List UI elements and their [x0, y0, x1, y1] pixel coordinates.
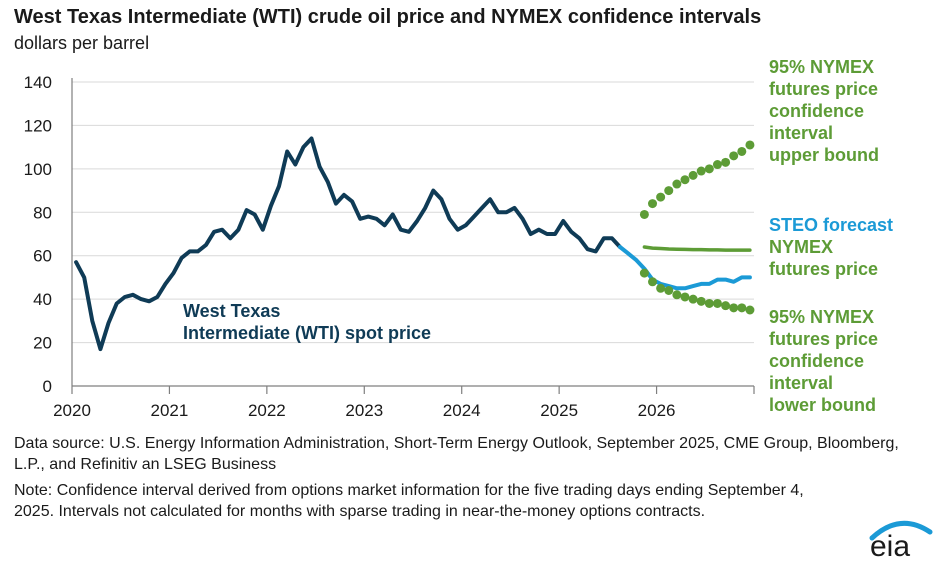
label-wti-line-1: West Texas: [183, 301, 281, 321]
series-ci-upper-point: [672, 179, 682, 189]
axes: [71, 78, 755, 394]
y-tick-label: 80: [33, 203, 52, 222]
label-upper-line-4: interval: [769, 123, 834, 143]
series-ci-lower-point: [688, 294, 698, 304]
label-steo-forecast: STEO forecast: [769, 215, 894, 235]
x-tick-label: 2021: [151, 401, 189, 420]
series-ci-upper-point: [704, 164, 714, 174]
data-source-text: Data source: U.S. Energy Information Adm…: [14, 435, 899, 473]
series-ci-upper-point: [680, 175, 690, 185]
x-tick-label: 2025: [540, 401, 578, 420]
eia-logo-text: eia: [870, 530, 911, 563]
series-ci-lower-point: [712, 298, 722, 308]
chart-subtitle: dollars per barrel: [14, 33, 150, 53]
label-lower-bound: 95% NYMEX futures price confidence inter…: [769, 306, 878, 416]
series-ci-lower-point: [696, 296, 706, 306]
series-ci-upper: [639, 140, 755, 219]
series-ci-upper-point: [656, 192, 666, 202]
series-ci-lower-point: [680, 292, 690, 302]
y-tick-label: 120: [24, 116, 52, 135]
label-nymex-line-2: futures price: [769, 259, 879, 279]
series-wti-spot: [74, 136, 622, 352]
series-ci-upper-point: [745, 140, 755, 150]
series-nymex-futures: [642, 245, 752, 252]
series-group: [74, 136, 755, 352]
series-ci-lower-point: [704, 298, 714, 308]
label-lower-line-4: interval: [769, 373, 834, 393]
y-tick-label: 100: [24, 160, 52, 179]
series-ci-lower-point: [672, 290, 682, 300]
note-text: Note: Confidence interval derived from o…: [14, 482, 804, 520]
eia-logo-arc-icon: [869, 520, 933, 541]
series-ci-upper-point: [729, 151, 739, 161]
series-ci-lower-point: [664, 285, 674, 295]
label-nymex-futures: NYMEX futures price: [769, 236, 878, 280]
label-upper-line-2: futures price: [769, 79, 879, 99]
y-tick-label: 140: [24, 73, 52, 92]
series-ci-lower-point: [729, 303, 739, 313]
x-tick-label: 2024: [443, 401, 481, 420]
y-tick-label: 60: [33, 247, 52, 266]
label-lower-line-1: 95% NYMEX: [769, 307, 875, 327]
eia-logo: eia: [866, 518, 936, 564]
series-ci-upper-point: [721, 157, 731, 167]
label-lower-line-2: futures price: [769, 329, 879, 349]
series-steo-forecast: [618, 245, 752, 291]
series-ci-lower-point: [737, 303, 747, 313]
label-lower-line-3: confidence: [769, 351, 865, 371]
label-wti-spot: West Texas Intermediate (WTI) spot price: [183, 300, 431, 344]
series-ci-lower: [639, 268, 755, 315]
label-upper-line-5: upper bound: [769, 145, 879, 165]
series-ci-upper-point: [664, 186, 674, 196]
series-ci-lower-point: [745, 305, 755, 315]
series-ci-lower-point: [721, 301, 731, 311]
series-ci-lower-point: [656, 283, 666, 293]
x-tick-label: 2026: [638, 401, 676, 420]
series-ci-upper-point: [712, 160, 722, 170]
series-ci-lower-point: [639, 268, 649, 278]
series-ci-upper-point: [737, 146, 747, 156]
y-tick-label: 40: [33, 290, 52, 309]
series-ci-upper-point: [639, 209, 649, 219]
label-upper-line-1: 95% NYMEX: [769, 57, 875, 77]
x-tick-label: 2022: [248, 401, 286, 420]
label-lower-line-5: lower bound: [769, 395, 876, 415]
y-tick-labels: 0 20 40 60 80 100 120 140: [24, 73, 52, 396]
chart-title: West Texas Intermediate (WTI) crude oil …: [14, 6, 762, 28]
label-nymex-line-1: NYMEX: [769, 237, 834, 257]
x-tick-labels: 2020 2021 2022 2023 2024 2025 2026: [53, 401, 675, 420]
series-ci-upper-point: [696, 166, 706, 176]
label-upper-line-3: confidence: [769, 101, 865, 121]
y-tick-label: 20: [33, 334, 52, 353]
series-ci-lower-point: [648, 277, 658, 287]
y-tick-label: 0: [43, 377, 52, 396]
series-ci-upper-point: [648, 199, 658, 209]
label-wti-line-2: Intermediate (WTI) spot price: [183, 323, 432, 343]
x-tick-label: 2023: [345, 401, 383, 420]
x-tick-label: 2020: [53, 401, 91, 420]
series-ci-upper-point: [688, 170, 698, 180]
label-upper-bound: 95% NYMEX futures price confidence inter…: [769, 56, 879, 166]
